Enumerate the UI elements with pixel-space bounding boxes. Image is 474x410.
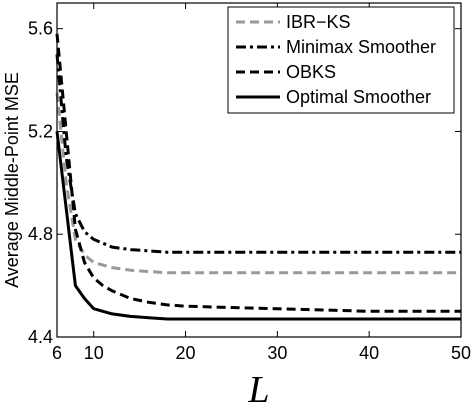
legend-label-1: IBR−KS (286, 12, 351, 32)
series-layer (55, 33, 461, 321)
x-tick-label: 40 (359, 343, 379, 363)
plot-frame (56, 2, 462, 338)
series-line-3 (55, 33, 461, 313)
legend-label-4: Optimal Smoother (286, 87, 431, 107)
y-axis-label: Average Middle-Point MSE (2, 72, 22, 288)
x-tick-label: 30 (267, 343, 287, 363)
x-tick-label: 20 (176, 343, 196, 363)
y-tick-label: 4.4 (28, 327, 53, 347)
x-tick-label: 50 (451, 343, 471, 363)
x-axis-label: L (247, 369, 269, 410)
legend-label-2: Minimax Smoother (286, 37, 436, 57)
y-tick-label: 5.2 (28, 121, 53, 141)
ticks-layer: 6 10 20 30 40 50 4.4 4.8 5.2 5.6 (28, 3, 471, 363)
x-tick-label: 10 (84, 343, 104, 363)
series-line-4 (55, 131, 461, 321)
legend: IBR−KS Minimax Smoother OBKS Optimal Smooth… (227, 6, 455, 114)
series-line-2 (55, 54, 461, 254)
y-tick-label: 5.6 (28, 19, 53, 39)
legend-box (227, 6, 455, 114)
x-tick-label: 6 (52, 343, 62, 363)
series-line-1 (55, 92, 461, 275)
y-tick-label: 4.8 (28, 224, 53, 244)
legend-label-3: OBKS (286, 62, 336, 82)
